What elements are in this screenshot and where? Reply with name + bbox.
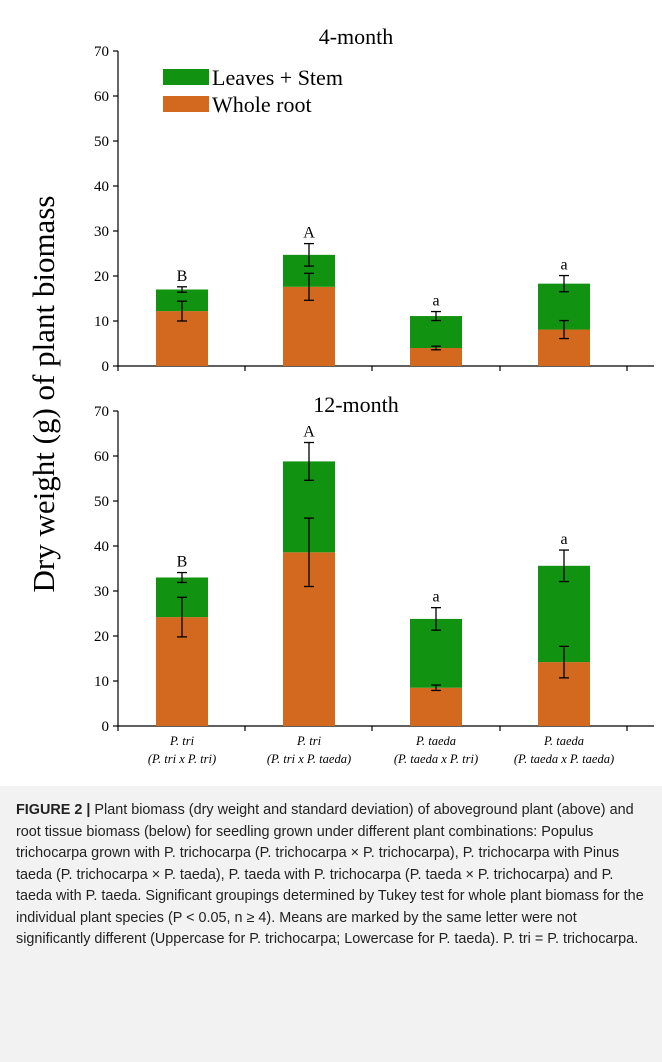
y-tick-label: 30 [94,224,109,240]
x-category-label: P. tri [296,734,322,748]
y-tick-label: 60 [94,449,109,465]
legend-label: Leaves + Stem [212,65,343,90]
x-category-sublabel: (P. taeda x P. taeda) [514,752,614,766]
significance-letter: a [432,589,439,606]
significance-letter: a [560,531,567,548]
caption-text: Plant biomass (dry weight and standard d… [16,802,644,947]
bar-leaves-stem [156,289,208,312]
caption-figure-label: FIGURE 2 | [16,802,91,818]
x-category-sublabel: (P. tri x P. taeda) [267,752,351,766]
bar-whole-root [410,348,462,366]
legend-swatch [163,96,209,112]
legend-swatch [163,69,209,85]
x-category-label: P. taeda [543,734,584,748]
y-tick-label: 70 [94,404,109,420]
x-category-label: P. tri [169,734,195,748]
figure-caption: FIGURE 2 | Plant biomass (dry weight and… [0,786,662,1062]
y-tick-label: 0 [102,719,110,735]
panel-12-month: 12-month 0 10 20 30 40 50 60 70 B Aa a [94,392,654,735]
x-category-sublabel: (P. tri x P. tri) [148,752,216,766]
x-axis-category-labels: P. tri (P. tri x P. tri) P. tri (P. tri x P… [148,734,614,766]
y-tick-label: 0 [102,359,110,375]
y-tick-label: 10 [94,674,109,690]
significance-letter: B [177,554,188,571]
significance-letter: B [177,268,188,285]
chart-svg: Dry weight (g) of plant biomass 4-month 0… [26,24,654,766]
bar-whole-root [410,687,462,726]
y-tick-label: 60 [94,89,109,105]
chart-title: 12-month [313,392,399,417]
y-tick-label: 50 [94,134,109,150]
legend-label: Whole root [212,92,312,117]
y-tick-label: 40 [94,539,109,555]
y-tick-label: 20 [94,269,109,285]
y-tick-label: 70 [94,44,109,60]
y-tick-label: 30 [94,584,109,600]
x-category-label: P. taeda [415,734,456,748]
y-tick-label: 20 [94,629,109,645]
significance-letter: a [432,293,439,310]
y-tick-label: 50 [94,494,109,510]
significance-letter: A [303,424,315,441]
significance-letter: a [560,257,567,274]
y-axis-label: Dry weight (g) of plant biomass [26,196,61,593]
bar-leaves-stem [410,316,462,348]
significance-letter: A [303,225,315,242]
y-tick-label: 40 [94,179,109,195]
chart-title: 4-month [319,24,394,49]
y-tick-label: 10 [94,314,109,330]
x-category-sublabel: (P. taeda x P. tri) [394,752,478,766]
panel-4-month: 4-month 0 10 20 30 40 50 60 70 B Aa a Leaves + StemW… [94,24,654,375]
